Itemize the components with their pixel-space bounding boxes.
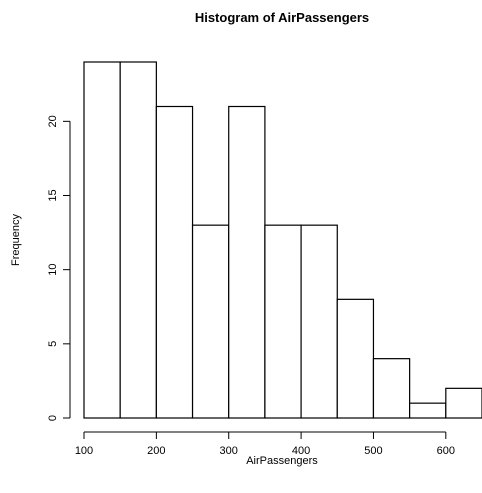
x-axis: 100 200 300 400 500 600 [75, 431, 455, 457]
histogram-bar [191, 224, 230, 419]
histogram-bar [409, 402, 447, 419]
x-tick-label: 300 [220, 445, 238, 457]
x-tick-label: 600 [437, 445, 455, 457]
histogram-bar [300, 224, 338, 419]
histogram-bar [336, 298, 375, 419]
x-axis-label: AirPassengers [246, 455, 318, 467]
x-tick-label: 100 [75, 445, 93, 457]
x-tick-label: 400 [292, 445, 310, 457]
histogram-bar [119, 61, 157, 419]
histogram-bar [445, 387, 482, 419]
y-tick-label: 0 [47, 415, 59, 421]
histogram-bar [264, 224, 302, 419]
y-axis-label: Frequency [10, 214, 22, 266]
histogram-bar [372, 358, 411, 419]
y-axis: 0 5 10 15 20 [47, 115, 71, 421]
y-tick-label: 15 [47, 189, 59, 201]
histogram-bar [228, 105, 266, 419]
histogram-bar [83, 61, 121, 419]
x-tick-label: 500 [364, 445, 382, 457]
histogram-bar [155, 105, 194, 419]
chart-title: Histogram of AirPassengers [195, 10, 369, 25]
y-tick-label: 20 [47, 115, 59, 127]
bars-group [83, 61, 482, 419]
y-tick-label: 10 [47, 264, 59, 276]
y-tick-label: 5 [47, 341, 59, 347]
x-tick-label: 200 [147, 445, 165, 457]
